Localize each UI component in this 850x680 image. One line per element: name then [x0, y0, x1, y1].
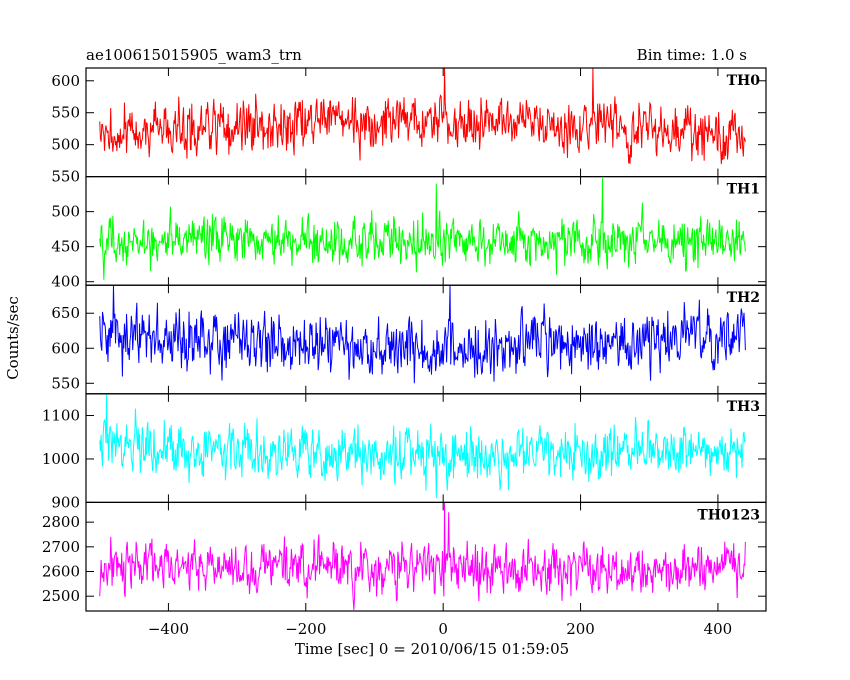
x-axis-title: Time [sec] 0 = 2010/06/15 01:59:05: [295, 640, 569, 658]
y-tick-label: 550: [51, 104, 80, 122]
panel-th0123: 2500 2600 2700 2800 TH0123: [42, 501, 767, 612]
y-tick-label: 900: [51, 493, 80, 511]
series-line-th0123: [99, 502, 746, 610]
panel-label: TH2: [727, 290, 760, 306]
x-tick-label: −400: [148, 620, 189, 638]
y-tick-label: 450: [51, 238, 80, 256]
panel-frame: [85, 501, 767, 612]
panel-th2: 550 600 650 TH2: [51, 284, 767, 395]
x-tick-label: 400: [704, 620, 733, 638]
series-line-th3: [99, 393, 746, 499]
y-tick-label: 500: [51, 203, 80, 221]
y-tick-label: 600: [51, 339, 80, 357]
y-tick-label: 1000: [42, 450, 80, 468]
y-tick-label: 400: [51, 273, 80, 291]
panel-label: TH0123: [697, 507, 760, 523]
panels-group: 500 550 600 TH0 400 450 500 550 TH1 550 600 650 TH2 9…: [42, 67, 767, 638]
series-line-th2: [99, 285, 746, 384]
left-title: ae100615015905_wam3_trn: [86, 46, 302, 64]
y-tick-label: 550: [51, 168, 80, 186]
panel-label: TH0: [727, 73, 761, 89]
series-line-th0: [99, 68, 746, 165]
y-axis-title: Counts/sec: [4, 296, 22, 380]
panel-label: TH3: [727, 399, 760, 415]
series-line-th1: [99, 177, 746, 280]
y-tick-label: 2500: [42, 587, 80, 605]
y-tick-label: 550: [51, 374, 80, 392]
panel-th3: 900 1000 1100 TH3: [42, 393, 767, 511]
y-tick-label: 600: [51, 72, 80, 90]
panel-label: TH1: [727, 182, 760, 198]
panel-th1: 400 450 500 550 TH1: [51, 168, 767, 291]
panel-th0: 500 550 600 TH0: [51, 67, 767, 178]
x-tick-label: −200: [285, 620, 326, 638]
x-tick-label: 0: [438, 620, 448, 638]
y-tick-label: 500: [51, 136, 80, 154]
y-tick-label: 2800: [42, 513, 80, 531]
x-tick-label: 200: [566, 620, 595, 638]
y-tick-label: 2600: [42, 563, 80, 581]
y-tick-label: 1100: [42, 407, 80, 425]
right-title: Bin time: 1.0 s: [637, 46, 747, 64]
y-tick-label: 650: [51, 304, 80, 322]
y-tick-label: 2700: [42, 538, 80, 556]
